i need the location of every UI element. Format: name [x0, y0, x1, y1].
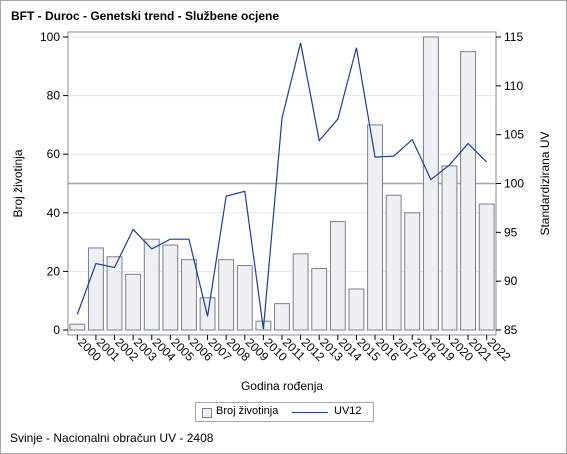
y-tick-label: 80	[47, 89, 61, 103]
bar	[311, 267, 328, 331]
bars-layer	[69, 36, 495, 331]
bar	[404, 212, 421, 331]
y-tick-label: 100	[40, 30, 60, 44]
y-tick-label: 0	[53, 323, 60, 337]
y2-tick-label: 85	[504, 323, 518, 337]
legend-line-swatch	[292, 412, 328, 413]
bar	[329, 221, 346, 331]
y2-tick-label: 115	[504, 30, 523, 44]
bar	[87, 247, 104, 331]
y2-tick-label: 110	[504, 79, 523, 93]
y-tick-label: 20	[47, 264, 61, 278]
legend-bar-swatch	[202, 408, 212, 418]
y-tick-label: 40	[47, 206, 61, 220]
chart-title: BFT - Duroc - Genetski trend - Službene …	[11, 9, 280, 23]
bar	[162, 244, 179, 331]
y2-axis-title: Standardizirana UV	[538, 131, 552, 235]
legend: Broj životinja UV12	[195, 402, 374, 422]
bar	[292, 253, 309, 331]
bar	[125, 273, 142, 331]
y2-tick-label: 100	[504, 177, 524, 191]
legend-label-line: UV12	[334, 405, 362, 417]
bar	[441, 165, 458, 331]
bar	[367, 124, 383, 331]
bar	[385, 194, 402, 331]
bar	[143, 238, 160, 331]
footnote: Svinje - Nacionalni obračun UV - 2408	[10, 431, 214, 445]
bar	[236, 265, 253, 331]
line-layer	[76, 42, 488, 330]
y2-tick-label: 90	[504, 274, 518, 288]
y2-tick-label: 95	[504, 225, 518, 239]
bar	[460, 51, 477, 331]
series-line-uv12	[76, 42, 488, 330]
y-tick-label: 60	[47, 147, 61, 161]
x-axis-title: Godina rođenja	[241, 379, 323, 393]
bar	[218, 259, 235, 331]
bar	[69, 323, 86, 331]
bar	[181, 259, 197, 331]
axes-layer: 0204060801008590951001051101152000200120…	[40, 30, 524, 364]
bar	[422, 36, 439, 331]
bar	[478, 203, 495, 331]
y-axis-title: Broj životinja	[11, 149, 25, 217]
bar	[274, 303, 290, 331]
bar	[348, 288, 365, 331]
bar	[106, 256, 123, 331]
y2-tick-label: 105	[504, 128, 524, 142]
legend-label-bars: Broj životinja	[216, 405, 279, 417]
